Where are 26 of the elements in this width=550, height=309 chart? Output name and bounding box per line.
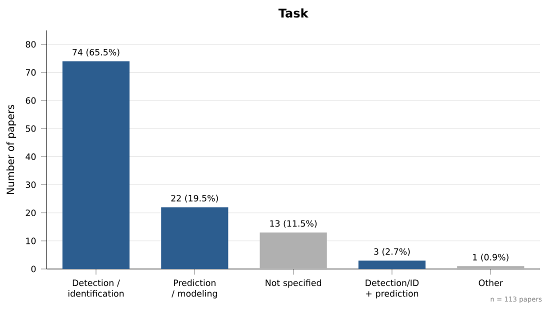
y-tick-label: 10 (26, 238, 36, 244)
y-tick-label: 0 (31, 266, 36, 272)
x-tick-label: Detection/ID + prediction (366, 279, 419, 298)
chart-title: Task (278, 8, 309, 18)
y-tick-label: 20 (26, 210, 36, 216)
x-tick-label: Other (478, 279, 503, 286)
x-tick-label: Detection / identification (68, 279, 124, 297)
y-tick-label: 80 (26, 41, 36, 48)
y-axis-title: Number of papers (6, 104, 16, 194)
data-label: 74 (65.5%) (72, 48, 120, 57)
y-tick-label: 40 (26, 153, 36, 160)
y-tick-label: 70 (26, 69, 36, 76)
bar (358, 260, 426, 269)
x-tick-label: Prediction / modeling (172, 279, 217, 298)
y-tick-label: 60 (26, 97, 36, 104)
bar (260, 232, 327, 269)
y-tick-label: 50 (26, 125, 36, 132)
data-label: 1 (0.9%) (473, 254, 508, 262)
bar (457, 266, 524, 269)
data-label: 22 (19.5%) (171, 194, 218, 203)
data-label: 13 (11.5%) (270, 220, 317, 228)
x-tick-label: Not specified (266, 279, 321, 288)
data-label: 3 (2.7%) (374, 248, 410, 256)
bar (161, 207, 228, 269)
y-tick-label: 30 (26, 181, 36, 188)
bar (62, 61, 130, 269)
